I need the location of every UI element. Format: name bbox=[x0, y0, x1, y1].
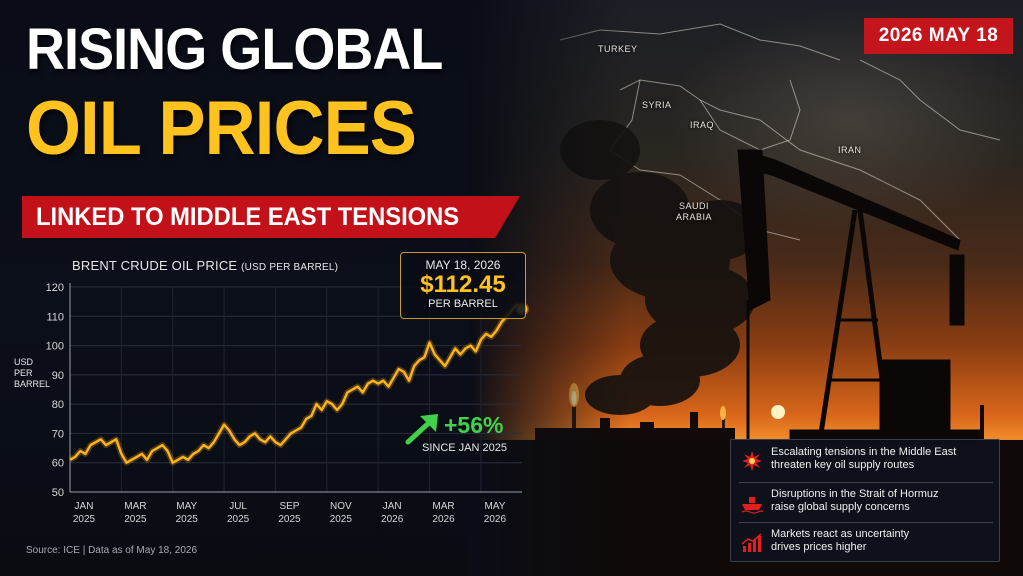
callout-date: MAY 18, 2026 bbox=[425, 258, 501, 272]
x-tick-label: 2026 bbox=[381, 514, 404, 525]
x-tick-label: JAN bbox=[383, 501, 402, 512]
y-tick-label: 90 bbox=[52, 370, 64, 382]
info-text: Markets react as uncertainty drives pric… bbox=[771, 528, 996, 554]
y-tick-label: 50 bbox=[52, 487, 64, 499]
map-label-syria: SYRIA bbox=[642, 100, 672, 110]
map-label-saudi-line2: ARABIA bbox=[676, 212, 713, 222]
date-badge: 2026 MAY 18 bbox=[864, 18, 1013, 54]
x-tick-label: JUL bbox=[229, 501, 247, 512]
x-tick-label: 2026 bbox=[484, 514, 507, 525]
x-tick-label: 2025 bbox=[73, 514, 96, 525]
subtitle: LINKED TO MIDDLE EAST TENSIONS bbox=[36, 203, 460, 231]
x-tick-label: 2025 bbox=[227, 514, 250, 525]
chart-title: BRENT CRUDE OIL PRICE (USD PER BARREL) bbox=[72, 258, 338, 273]
x-tick-label: 2025 bbox=[330, 514, 353, 525]
x-tick-label: 2025 bbox=[278, 514, 301, 525]
x-tick-label: NOV bbox=[330, 501, 352, 512]
price-callout: MAY 18, 2026 $112.45 PER BARREL bbox=[400, 252, 526, 319]
map-borders bbox=[559, 23, 1001, 241]
info-line: threaten key oil supply routes bbox=[771, 459, 915, 471]
chart-title-unit: (USD PER BARREL) bbox=[241, 262, 339, 273]
x-tick-label: MAY bbox=[176, 501, 197, 512]
y-axis-label-line: PER bbox=[14, 368, 33, 378]
info-box: Escalating tensions in the Middle East t… bbox=[730, 439, 1000, 562]
y-axis-label-line: USD bbox=[14, 357, 34, 367]
map-label-saudi-arabia: SAUDI ARABIA bbox=[676, 201, 712, 223]
info-line: Markets react as uncertainty bbox=[771, 528, 910, 540]
y-tick-label: 70 bbox=[52, 428, 64, 440]
info-text: Disruptions in the Strait of Hormuz rais… bbox=[771, 488, 996, 514]
y-axis-label-line: BARREL bbox=[14, 379, 51, 389]
callout-unit: PER BARREL bbox=[428, 298, 498, 310]
x-tick-label: SEP bbox=[279, 501, 299, 512]
growth-value: +56% bbox=[444, 412, 504, 438]
y-tick-label: 100 bbox=[46, 341, 64, 353]
info-item: Escalating tensions in the Middle East t… bbox=[731, 442, 1001, 482]
x-tick-label: MAR bbox=[124, 501, 146, 512]
x-tick-label: JAN bbox=[75, 501, 94, 512]
callout-price: $112.45 bbox=[420, 271, 506, 298]
y-axis-label: USD PER BARREL bbox=[14, 357, 50, 390]
info-text: Escalating tensions in the Middle East t… bbox=[771, 446, 996, 472]
growth-annotation: +56% SINCE JAN 2025 bbox=[404, 412, 524, 460]
info-item: Markets react as uncertainty drives pric… bbox=[731, 524, 1001, 564]
series-line bbox=[69, 303, 523, 464]
source-note: Source: ICE | Data as of May 18, 2026 bbox=[26, 545, 198, 556]
map-label-iraq: IRAQ bbox=[690, 120, 715, 130]
chart-title-main: BRENT CRUDE OIL PRICE bbox=[72, 258, 238, 273]
y-tick-label: 110 bbox=[46, 311, 64, 323]
explosion-icon bbox=[742, 451, 762, 471]
info-line: drives prices higher bbox=[771, 541, 867, 553]
tanker-ship-icon bbox=[741, 497, 763, 514]
growth-label: SINCE JAN 2025 bbox=[422, 442, 507, 454]
x-tick-label: MAR bbox=[432, 501, 454, 512]
info-item: Disruptions in the Strait of Hormuz rais… bbox=[731, 484, 1001, 524]
x-tick-label: MAY bbox=[484, 501, 505, 512]
chart-axes: 50 60 70 80 90 100 110 120 JAN 2025 MAR 2025 MAY 2025… bbox=[46, 282, 522, 525]
map-label-saudi-line1: SAUDI bbox=[679, 201, 710, 211]
y-tick-label: 120 bbox=[46, 282, 64, 294]
x-tick-label: 2025 bbox=[176, 514, 199, 525]
sun bbox=[771, 405, 785, 419]
title-line-1: RISING GLOBAL bbox=[26, 17, 443, 82]
y-tick-label: 80 bbox=[52, 399, 64, 411]
info-line: raise global supply concerns bbox=[771, 501, 910, 513]
rising-chart-icon bbox=[741, 533, 762, 552]
info-line: Disruptions in the Strait of Hormuz bbox=[771, 488, 939, 500]
y-tick-label: 60 bbox=[52, 458, 64, 470]
map-label-turkey: TURKEY bbox=[598, 44, 638, 54]
title-line-2: OIL PRICES bbox=[26, 86, 417, 171]
subtitle-banner bbox=[22, 196, 520, 238]
divider bbox=[739, 482, 993, 483]
info-line: Escalating tensions in the Middle East bbox=[771, 446, 957, 458]
up-arrow-icon bbox=[405, 414, 438, 445]
x-tick-label: 2026 bbox=[432, 514, 455, 525]
x-tick-label: 2025 bbox=[124, 514, 147, 525]
divider bbox=[739, 522, 993, 523]
map-label-iran: IRAN bbox=[838, 145, 862, 155]
